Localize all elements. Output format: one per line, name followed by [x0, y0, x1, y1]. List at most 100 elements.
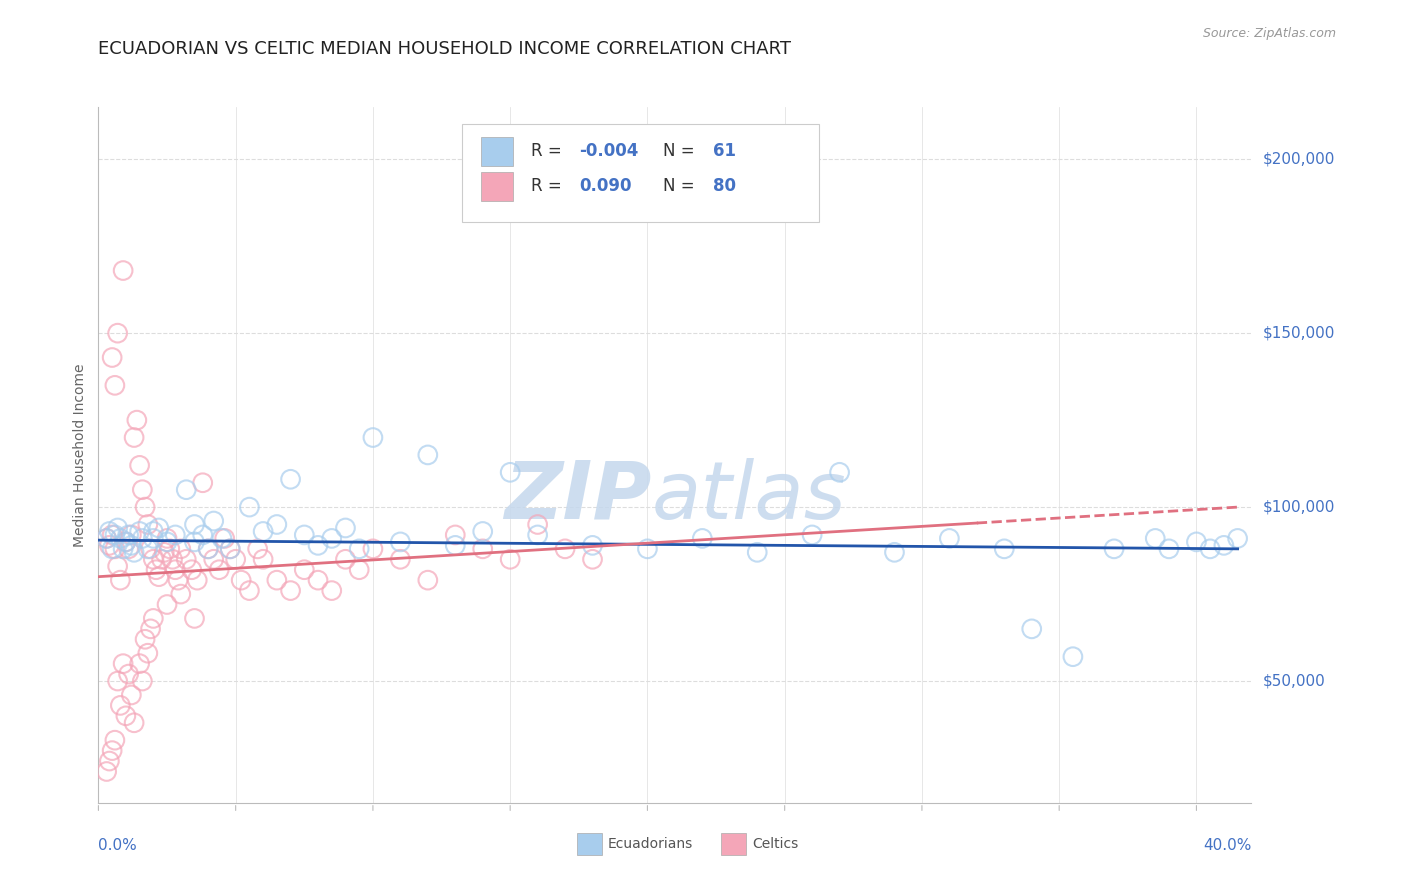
Point — [115, 708, 138, 723]
Point — [98, 754, 121, 768]
Point — [1021, 622, 1043, 636]
Point — [280, 583, 302, 598]
Point — [107, 559, 129, 574]
Point — [471, 541, 494, 556]
Point — [1157, 541, 1180, 556]
Text: 61: 61 — [713, 142, 735, 160]
Point — [156, 598, 179, 612]
Point — [307, 573, 329, 587]
Point — [416, 448, 439, 462]
Point — [174, 483, 197, 497]
Point — [219, 541, 242, 556]
Point — [162, 552, 184, 566]
Point — [96, 532, 118, 546]
Text: 0.090: 0.090 — [579, 177, 631, 194]
Point — [110, 573, 132, 587]
Text: N =: N = — [664, 177, 700, 194]
Point — [231, 573, 253, 587]
Point — [148, 521, 170, 535]
Point — [499, 552, 522, 566]
Point — [214, 532, 236, 546]
Text: 40.0%: 40.0% — [1204, 838, 1251, 853]
Point — [361, 431, 384, 445]
Text: Source: ZipAtlas.com: Source: ZipAtlas.com — [1202, 27, 1336, 40]
Point — [136, 646, 159, 660]
Point — [307, 538, 329, 552]
Point — [101, 528, 124, 542]
Text: 80: 80 — [713, 177, 735, 194]
Point — [104, 528, 127, 542]
Point — [252, 552, 274, 566]
Text: $50,000: $50,000 — [1263, 673, 1326, 689]
Point — [120, 688, 142, 702]
Point — [581, 552, 603, 566]
Point — [292, 528, 315, 542]
Point — [122, 715, 145, 730]
Point — [183, 517, 205, 532]
Text: $100,000: $100,000 — [1263, 500, 1334, 515]
Point — [180, 563, 202, 577]
Point — [104, 541, 127, 556]
Text: ECUADORIAN VS CELTIC MEDIAN HOUSEHOLD INCOME CORRELATION CHART: ECUADORIAN VS CELTIC MEDIAN HOUSEHOLD IN… — [98, 40, 792, 58]
Point — [225, 552, 247, 566]
Point — [202, 552, 225, 566]
Point — [692, 532, 714, 546]
Point — [1226, 532, 1249, 546]
Point — [1212, 538, 1234, 552]
Point — [499, 466, 522, 480]
Point — [292, 563, 315, 577]
Point — [120, 538, 142, 552]
Point — [167, 573, 190, 587]
Point — [252, 524, 274, 539]
Point — [107, 674, 129, 689]
Point — [197, 541, 219, 556]
Point — [246, 541, 269, 556]
Point — [389, 552, 412, 566]
Point — [120, 528, 142, 542]
Point — [136, 517, 159, 532]
Text: atlas: atlas — [652, 458, 846, 536]
Point — [828, 466, 851, 480]
Point — [183, 611, 205, 625]
Point — [191, 475, 214, 490]
Point — [280, 472, 302, 486]
Y-axis label: Median Household Income: Median Household Income — [73, 363, 87, 547]
Point — [98, 538, 121, 552]
Point — [202, 514, 225, 528]
Point — [131, 532, 153, 546]
Point — [142, 532, 165, 546]
Point — [238, 500, 260, 514]
Point — [110, 532, 132, 546]
Text: Celtics: Celtics — [752, 837, 799, 851]
Point — [347, 541, 370, 556]
Point — [238, 583, 260, 598]
Point — [526, 517, 548, 532]
Point — [96, 532, 118, 546]
Point — [101, 744, 124, 758]
Point — [98, 524, 121, 539]
Point — [136, 541, 159, 556]
Text: Ecuadorians: Ecuadorians — [607, 837, 693, 851]
Text: R =: R = — [530, 177, 567, 194]
Point — [191, 528, 214, 542]
Point — [170, 587, 193, 601]
Point — [197, 541, 219, 556]
Point — [128, 458, 150, 473]
Point — [128, 657, 150, 671]
Point — [993, 541, 1015, 556]
Point — [117, 528, 139, 542]
Point — [883, 545, 905, 559]
Point — [1062, 649, 1084, 664]
Point — [165, 563, 187, 577]
Text: ZIP: ZIP — [505, 458, 652, 536]
Point — [183, 534, 205, 549]
Text: $200,000: $200,000 — [1263, 152, 1334, 167]
Point — [266, 517, 288, 532]
Point — [112, 657, 135, 671]
Point — [389, 534, 412, 549]
Point — [131, 483, 153, 497]
Point — [321, 532, 343, 546]
Point — [159, 541, 181, 556]
Point — [125, 413, 148, 427]
Point — [122, 545, 145, 559]
